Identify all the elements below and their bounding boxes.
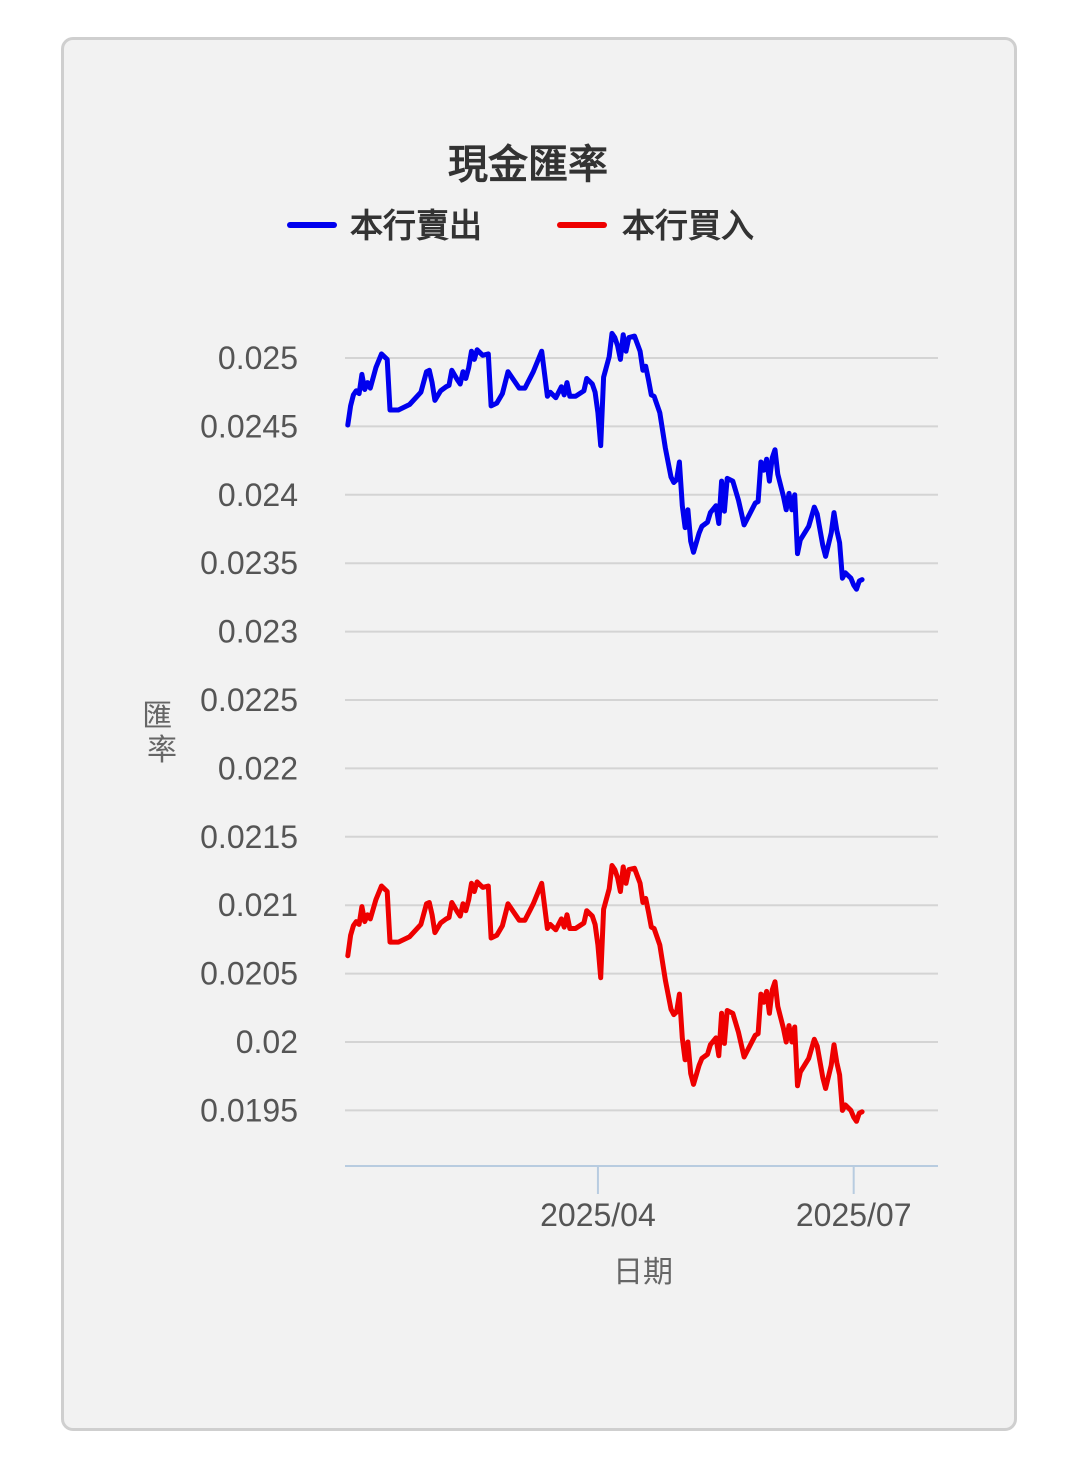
chart-legend: 本行賣出 本行買入 <box>287 206 754 245</box>
legend-label-sell: 本行賣出 <box>350 206 482 245</box>
y-tick-label: 0.024 <box>218 477 298 513</box>
chart-card <box>61 37 1017 1431</box>
y-tick-label: 0.0215 <box>200 819 298 855</box>
y-tick-label: 0.022 <box>218 750 298 786</box>
y-tick-label: 0.023 <box>218 614 298 650</box>
y-tick-label: 0.0205 <box>200 956 298 992</box>
y-axis-title-char: 率 <box>147 733 177 768</box>
y-tick-labels: 0.025 0.0245 0.024 0.0235 0.023 0.0225 0.022 0.… <box>200 340 298 1128</box>
y-axis-title: 匯 率 <box>142 699 182 768</box>
y-axis-title-char: 匯 <box>142 699 172 734</box>
x-axis: 2025/04 2025/07 <box>345 1165 938 1233</box>
series-line-sell <box>345 330 865 592</box>
chart-title: 現金匯率 <box>448 142 608 188</box>
series-line-buy <box>345 863 865 1124</box>
series-layer <box>345 330 865 1124</box>
x-tick-label: 2025/07 <box>796 1197 912 1233</box>
y-tick-label: 0.0245 <box>200 408 298 444</box>
y-tick-label: 0.0195 <box>200 1092 298 1128</box>
x-axis-title: 日期 <box>613 1255 673 1290</box>
y-tick-label: 0.025 <box>218 340 298 376</box>
y-tick-label: 0.02 <box>236 1024 298 1060</box>
legend-label-buy: 本行買入 <box>622 206 754 245</box>
x-tick-label: 2025/04 <box>540 1197 656 1233</box>
y-tick-label: 0.0225 <box>200 682 298 718</box>
y-tick-label: 0.021 <box>218 887 298 923</box>
y-gridlines <box>345 357 938 1112</box>
y-tick-label: 0.0235 <box>200 545 298 581</box>
